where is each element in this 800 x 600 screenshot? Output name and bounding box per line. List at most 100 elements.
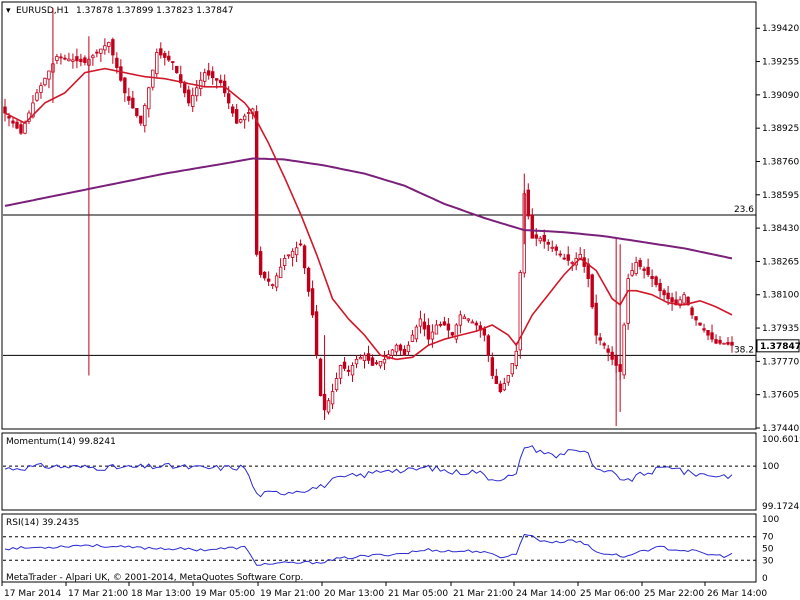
candle — [610, 346, 614, 366]
price-panel-frame — [1, 1, 757, 430]
candle — [458, 310, 463, 334]
candle — [270, 283, 275, 289]
candle — [107, 41, 111, 54]
price-axis-label: 1.37935 — [762, 324, 799, 334]
candle — [426, 318, 431, 346]
candle — [211, 66, 215, 85]
candle — [91, 53, 95, 66]
candle — [454, 323, 459, 344]
candle — [11, 117, 15, 128]
candle — [310, 280, 315, 318]
candle — [342, 357, 347, 372]
candle — [111, 37, 115, 64]
candle — [486, 333, 491, 362]
candle — [314, 304, 319, 359]
candle — [698, 322, 702, 327]
candle — [103, 38, 107, 55]
rsi-axis-label: 100 — [762, 515, 779, 525]
candle — [258, 246, 263, 278]
candle — [546, 239, 550, 251]
candle — [330, 383, 335, 410]
candle — [278, 258, 283, 279]
price-axis-label: 1.38430 — [762, 224, 799, 234]
rsi-axis-label: 70 — [762, 533, 774, 543]
candle — [338, 364, 343, 385]
candle — [71, 53, 75, 69]
candle — [282, 254, 287, 271]
candle — [402, 345, 407, 356]
candle — [298, 239, 303, 247]
candle — [598, 333, 602, 346]
candle — [414, 324, 419, 343]
candle — [730, 336, 734, 353]
candle — [726, 337, 730, 346]
candle — [163, 50, 167, 66]
price-plot: 23.6 38.2 — [3, 8, 756, 426]
candle — [490, 352, 495, 379]
candle — [494, 368, 499, 385]
candle — [286, 254, 291, 259]
symbol-marker-icon: ▾ — [6, 6, 11, 16]
candle — [722, 342, 726, 345]
candle — [219, 74, 223, 86]
candle — [354, 355, 359, 369]
candle — [514, 342, 518, 370]
candle — [418, 310, 423, 334]
candle — [630, 262, 634, 277]
candle — [446, 317, 451, 339]
copyright-text: MetaTrader - Alpari UK, © 2001-2014, Met… — [6, 573, 303, 583]
candle — [370, 354, 375, 366]
candle — [123, 76, 127, 102]
candle — [302, 244, 307, 275]
slow-moving-average-line — [4, 157, 733, 260]
time-axis-label: 21 Mar 05:00 — [388, 589, 448, 599]
fast-moving-average-line — [4, 67, 733, 361]
candle — [59, 53, 63, 65]
candle — [95, 49, 99, 58]
candle — [622, 322, 626, 379]
candle — [230, 104, 235, 117]
candle — [266, 271, 271, 286]
candle — [191, 87, 195, 112]
candle — [530, 208, 534, 239]
candle — [75, 48, 79, 69]
price-axis-label: 1.39090 — [762, 91, 799, 101]
candle — [594, 294, 598, 344]
candle — [638, 257, 642, 270]
candle — [175, 65, 179, 74]
candle — [710, 324, 714, 343]
rsi-title: RSI(14) 39.2435 — [6, 518, 79, 528]
candle — [151, 69, 155, 91]
price-axis-label: 1.39420 — [762, 24, 799, 34]
candle — [714, 334, 718, 345]
momentum-line — [4, 445, 733, 498]
candle — [155, 48, 159, 77]
current-price-label: 1.37847 — [760, 342, 800, 352]
candle — [702, 323, 706, 333]
symbol-label: EURUSD,H1 — [16, 6, 69, 16]
candle — [179, 65, 183, 88]
candle — [254, 105, 259, 257]
candle — [590, 273, 594, 310]
time-axis-label: 18 Mar 13:00 — [131, 589, 191, 599]
candle — [127, 87, 131, 105]
candle — [199, 71, 203, 97]
candle — [394, 343, 399, 357]
candle — [238, 118, 243, 124]
candle — [398, 343, 403, 356]
candle — [115, 52, 119, 74]
candle — [55, 53, 59, 65]
time-axis-label: 24 Mar 14:00 — [516, 589, 576, 599]
rsi-axis-label: 50 — [762, 545, 774, 555]
momentum-panel-frame — [1, 432, 757, 511]
rsi-line — [4, 533, 733, 566]
candle — [159, 42, 163, 59]
candle — [47, 70, 51, 89]
price-axis-label: 1.38100 — [762, 291, 799, 301]
candle — [242, 113, 247, 129]
candle — [602, 341, 606, 350]
candle — [670, 292, 674, 311]
candle — [518, 270, 522, 359]
candle — [139, 115, 143, 126]
